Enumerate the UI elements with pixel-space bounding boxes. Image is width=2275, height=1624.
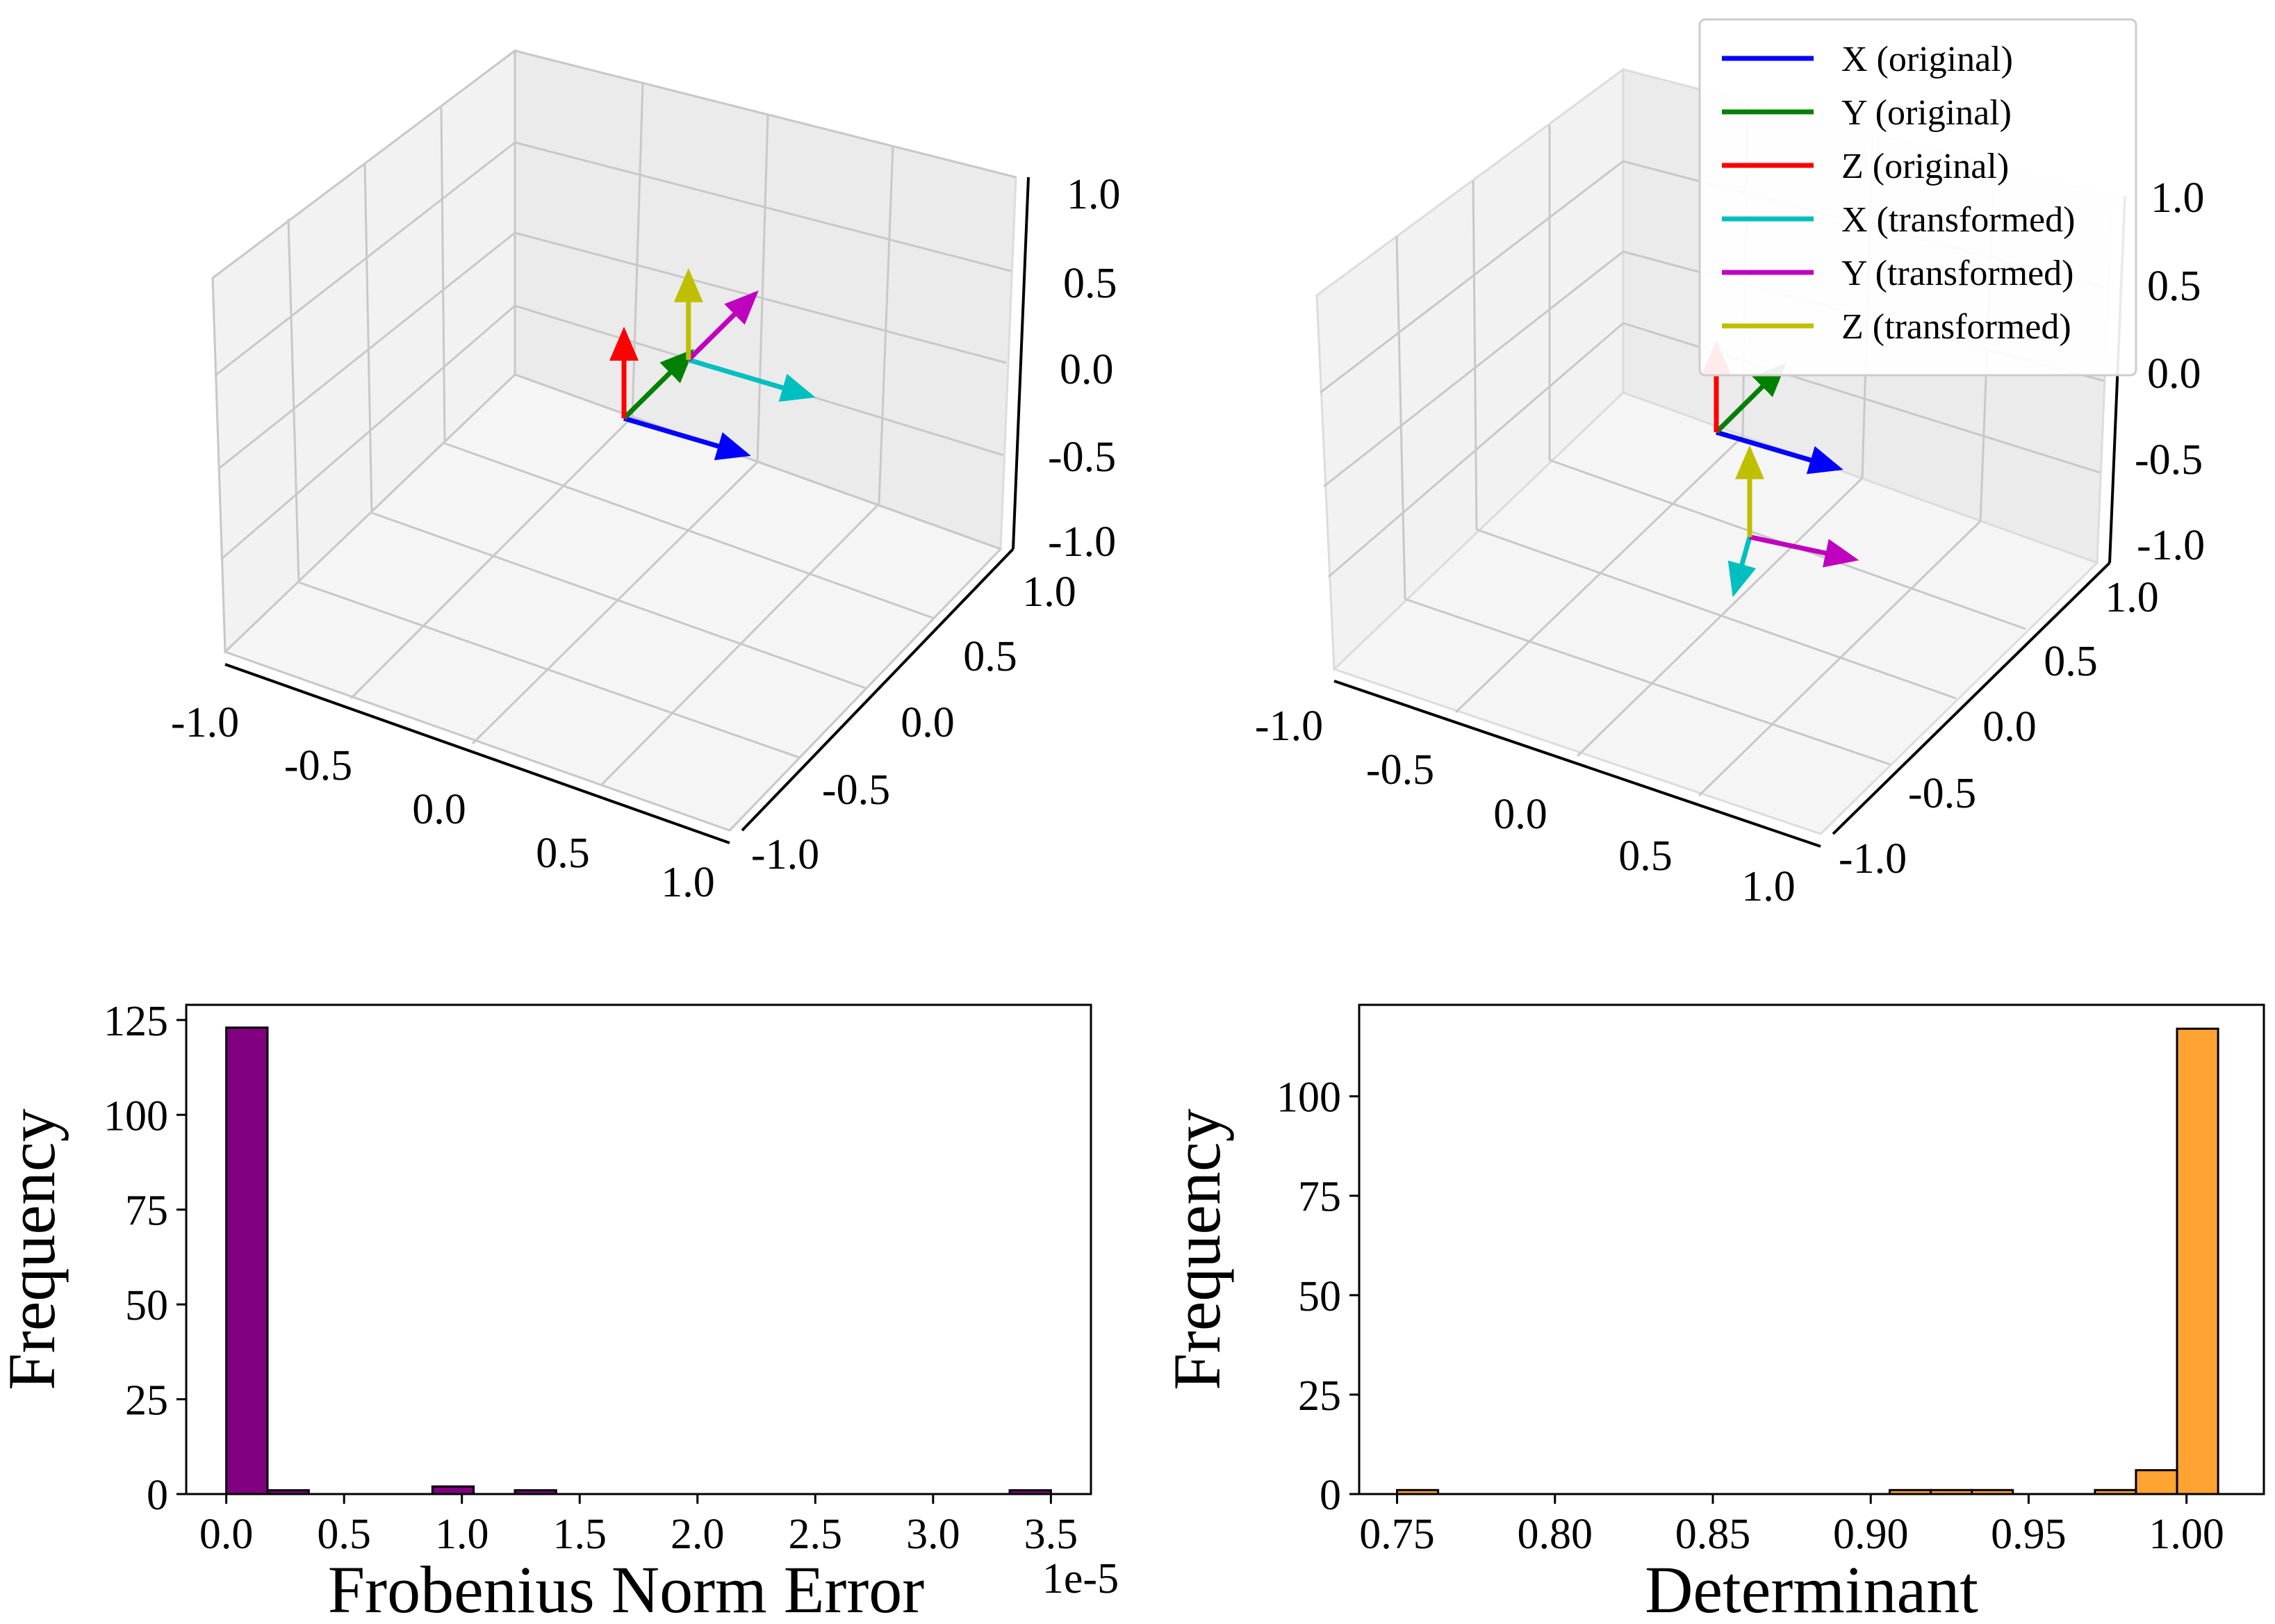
legend-label: X (original) bbox=[1841, 40, 2013, 79]
y-tick-label: 25 bbox=[125, 1377, 168, 1425]
z-tick: 0.5 bbox=[1063, 260, 1117, 307]
x-tick-label: 0.5 bbox=[317, 1511, 371, 1558]
z-tick: -1.0 bbox=[1048, 518, 1116, 566]
legend-frame bbox=[1698, 18, 2137, 377]
y-tick: -0.5 bbox=[822, 766, 890, 814]
z-tick: -0.5 bbox=[1048, 434, 1116, 481]
y-tick-label: 25 bbox=[1298, 1372, 1341, 1420]
x-tick: 0.0 bbox=[1493, 791, 1547, 838]
y-tick-label: 0 bbox=[147, 1472, 168, 1519]
x-tick: 1.0 bbox=[661, 859, 715, 906]
histogram-bar bbox=[2176, 1027, 2219, 1495]
x-tick-label: 2.5 bbox=[789, 1511, 843, 1558]
vector-y-transformed bbox=[687, 290, 759, 362]
plot-frame bbox=[185, 1003, 1092, 1495]
gridlines bbox=[211, 49, 1017, 832]
panel-determinant-histogram: 0.75 0.80 0.85 0.90 0.95 1.00 0 25 50 75 100 Deter… bbox=[1160, 1003, 2265, 1624]
x-tick: 1.0 bbox=[1741, 863, 1796, 910]
z-tick: -1.0 bbox=[2137, 522, 2205, 569]
y-tick-label: 50 bbox=[125, 1282, 168, 1329]
legend-label: Z (transformed) bbox=[1841, 307, 2071, 347]
x-axis-label: Determinant bbox=[1645, 1552, 1978, 1624]
x-tick-label: 0.75 bbox=[1359, 1511, 1435, 1558]
axes-lines bbox=[224, 177, 1030, 844]
vector-x-transformed bbox=[1727, 536, 1757, 598]
x-tick-label: 0.95 bbox=[1991, 1511, 2067, 1558]
x-tick: 0.5 bbox=[1618, 832, 1673, 880]
y-tick: 0.0 bbox=[1982, 703, 2037, 751]
y-tick: 1.0 bbox=[2105, 574, 2159, 621]
vector-y-original bbox=[1714, 363, 1787, 434]
histogram-bar bbox=[2135, 1469, 2178, 1495]
x-tick-label: 3.5 bbox=[1024, 1511, 1078, 1558]
y-tick: 0.0 bbox=[901, 699, 955, 746]
y-tick-label: 125 bbox=[104, 998, 168, 1045]
vector-x-original bbox=[1716, 429, 1843, 475]
vector-y-transformed bbox=[1749, 534, 1859, 568]
plot-frame bbox=[1358, 1003, 2265, 1495]
y-tick: 0.5 bbox=[963, 633, 1017, 680]
x-tick-label: 2.0 bbox=[671, 1511, 725, 1558]
x-tick: -1.0 bbox=[1255, 703, 1323, 750]
y-axis-label: Frequency bbox=[1160, 1108, 1234, 1390]
y-tick: -1.0 bbox=[1839, 835, 1907, 883]
y-tick-label: 100 bbox=[1276, 1074, 1341, 1122]
z-tick: 1.0 bbox=[2151, 174, 2205, 222]
x-tick-label: 1.5 bbox=[552, 1511, 607, 1558]
y-tick: 1.0 bbox=[1022, 568, 1076, 616]
x-tick: -0.5 bbox=[1366, 746, 1434, 794]
x-tick-label: 0.0 bbox=[199, 1511, 254, 1558]
x-tick-label: 0.85 bbox=[1675, 1511, 1751, 1558]
legend: X (original) Y (original) Z (original) X (t… bbox=[1698, 18, 2137, 377]
y-tick: 0.5 bbox=[2044, 638, 2098, 685]
y-tick-label: 75 bbox=[125, 1188, 168, 1235]
x-tick-label: 3.0 bbox=[906, 1511, 960, 1558]
x-tick-label: 1.0 bbox=[435, 1511, 489, 1558]
histogram-bar bbox=[431, 1485, 475, 1495]
y-axis-label: Frequency bbox=[0, 1108, 69, 1390]
y-tick: -1.0 bbox=[751, 831, 819, 878]
panel-frobenius-histogram: 0.0 0.5 1.0 1.5 2.0 2.5 3.0 3.5 0 25 50 75 100 125 Fr… bbox=[0, 998, 1119, 1624]
legend-label: Z (original) bbox=[1841, 147, 2009, 186]
z-tick: 0.0 bbox=[1060, 346, 1114, 393]
y-tick-label: 50 bbox=[1298, 1273, 1341, 1320]
x-tick: 0.5 bbox=[536, 830, 590, 877]
vector-y-original bbox=[622, 349, 694, 420]
histogram-bar bbox=[225, 1026, 269, 1495]
y-tick-label: 100 bbox=[104, 1092, 168, 1140]
vector-x-transformed bbox=[687, 357, 816, 402]
legend-label: Y (original) bbox=[1841, 93, 2012, 133]
z-tick: 0.5 bbox=[2147, 263, 2201, 310]
panel-3d-left: -1.0 -0.5 0.0 0.5 1.0 1.0 0.5 0.0 -0.5 -… bbox=[171, 48, 1121, 906]
x-tick-label: 0.80 bbox=[1518, 1511, 1593, 1558]
x-tick-label: 1.00 bbox=[2149, 1511, 2224, 1558]
offset-text: 1e-5 bbox=[1042, 1555, 1119, 1602]
legend-label: Y (transformed) bbox=[1841, 254, 2074, 293]
y-tick-label: 75 bbox=[1298, 1174, 1341, 1221]
z-tick: 0.0 bbox=[2147, 350, 2201, 397]
legend-label: X (transformed) bbox=[1841, 200, 2075, 240]
x-axis-label: Frobenius Norm Error bbox=[328, 1552, 925, 1624]
x-tick-label: 0.90 bbox=[1833, 1511, 1909, 1558]
x-tick: -1.0 bbox=[171, 699, 239, 746]
x-tick: -0.5 bbox=[284, 742, 352, 789]
z-tick: 1.0 bbox=[1067, 171, 1121, 218]
y-tick-label: 0 bbox=[1320, 1472, 1341, 1519]
y-tick: -0.5 bbox=[1908, 770, 1976, 817]
vector-x-original bbox=[623, 416, 751, 461]
z-tick: -0.5 bbox=[2135, 436, 2203, 484]
x-tick: 0.0 bbox=[412, 786, 466, 833]
